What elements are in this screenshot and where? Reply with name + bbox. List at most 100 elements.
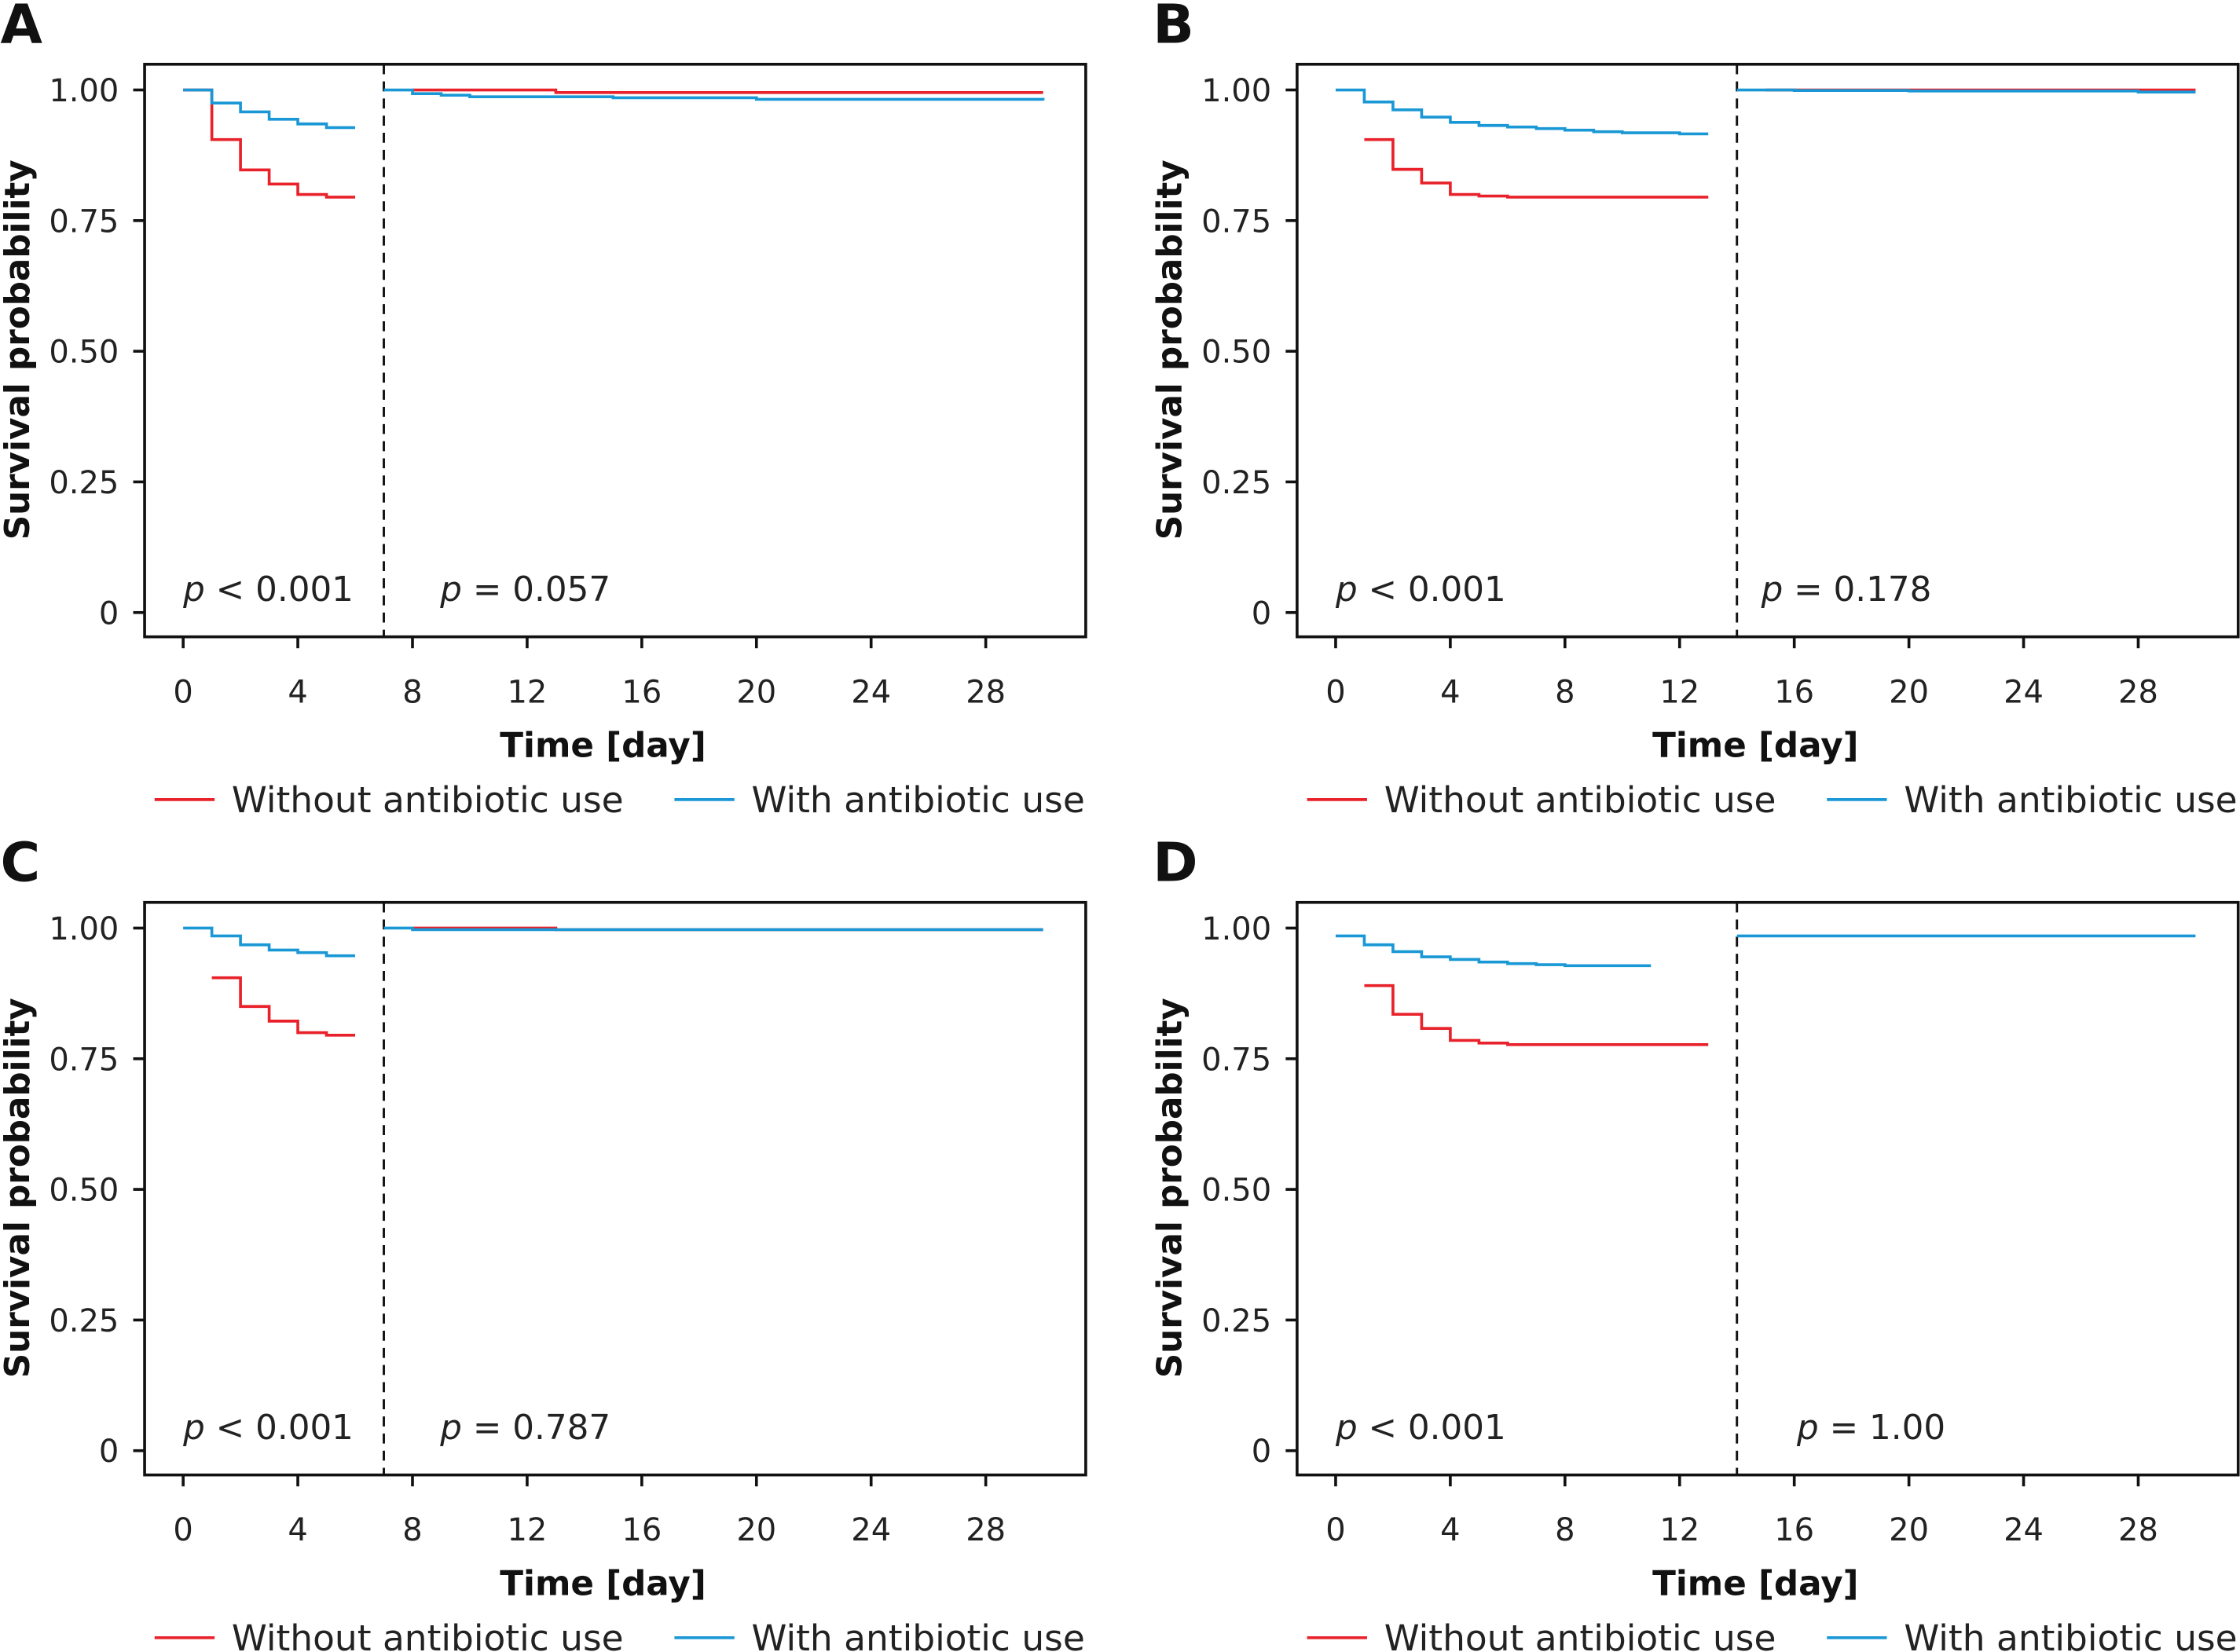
x-tick-label: 0 [1325,1512,1345,1548]
plot-frame [1296,62,2240,639]
panel-c: C 0 0.25 0.50 0.75 1.00 0 4 8 12 16 20 24 28 Time [day… [0,831,1087,1652]
y-tick-label: 0.25 [49,465,119,501]
without-antibiotic-curve-segment-1 [1364,137,1709,199]
with-antibiotic-curve-segment-2 [1736,88,2196,93]
y-tick-label: 1.00 [1201,911,1271,947]
y-tick-label: 0 [99,1434,119,1470]
y-tick-label: 0.50 [1201,1173,1271,1209]
x-tick-label: 12 [507,674,547,710]
x-tick-label: 12 [507,1512,547,1548]
y-tick-label: 0 [99,595,119,632]
legend-label-without: Without antibiotic use [1384,1617,1776,1652]
panel-a: A 0 0.25 0.50 0.75 1.00 0 4 8 12 16 20 24 28 Time [day… [0,0,1087,821]
p-value-label: p < 0.001 [1335,1408,1506,1448]
p-symbol: p [1335,1408,1358,1448]
p-value-label: p = 1.00 [1796,1408,1945,1448]
x-tick-label: 0 [173,674,192,710]
x-tick-label: 16 [1774,674,1814,710]
p-symbol: p [182,570,205,610]
p-value-text: = 0.178 [1783,570,1931,610]
y-tick-label: 0.75 [49,1042,119,1078]
plot-frame [1296,900,2240,1477]
x-tick-label: 0 [1325,674,1345,710]
p-value-text: = 0.787 [462,1408,610,1448]
p-value-label: p < 0.001 [182,1408,354,1448]
without-antibiotic-curve-segment-1 [211,976,356,1037]
y-tick-label: 0.25 [1201,465,1271,501]
legend-label-with: With antibiotic use [752,1617,1085,1652]
with-antibiotic-curve-segment-1 [1335,934,1652,968]
legend-label-without: Without antibiotic use [232,1617,624,1652]
y-axis-label: Survival probability [1151,998,1190,1378]
x-tick-label: 20 [1889,1512,1929,1548]
y-tick-label: 0.25 [1201,1303,1271,1339]
x-tick-label: 8 [402,1512,422,1548]
x-tick-label: 28 [966,674,1006,710]
x-tick-label: 0 [173,1512,192,1548]
x-tick-label: 20 [736,674,776,710]
y-tick-label: 0.75 [49,203,119,240]
x-tick-label: 4 [288,1512,307,1548]
y-tick-label: 0.75 [1201,1042,1271,1078]
y-tick-label: 0.50 [1201,335,1271,371]
with-antibiotic-curve-segment-1 [1335,88,1709,136]
y-tick-label: 1.00 [49,73,119,109]
with-antibiotic-curve-segment-1 [183,926,356,958]
panel-letter: A [0,0,42,57]
y-tick-label: 0.75 [1201,203,1271,240]
x-tick-label: 24 [2004,674,2044,710]
without-antibiotic-curve-segment-2 [412,88,1043,94]
x-tick-label: 28 [2118,1512,2158,1548]
x-tick-label: 28 [966,1512,1006,1548]
x-tick-label: 16 [621,1512,662,1548]
with-antibiotic-curve-segment-2 [383,926,1043,932]
p-value-text: < 0.001 [205,570,354,610]
p-value-text: = 1.00 [1819,1408,1945,1448]
panel-letter: C [0,831,40,894]
y-tick-label: 0 [1252,595,1271,632]
x-axis-label: Time [day] [500,726,706,765]
panel-letter: D [1153,831,1197,894]
x-axis-label: Time [day] [1652,726,1859,765]
x-tick-label: 8 [1555,1512,1575,1548]
plot-frame [143,62,1087,639]
x-tick-label: 24 [851,1512,891,1548]
y-tick-label: 1.00 [1201,73,1271,109]
p-value-label: p < 0.001 [182,570,354,610]
with-antibiotic-curve-segment-1 [183,88,356,130]
legend-label-without: Without antibiotic use [232,779,624,821]
y-axis-label: Survival probability [0,998,38,1378]
p-value-text: < 0.001 [205,1408,354,1448]
p-value-label: p = 0.057 [439,570,610,610]
p-value-label: p < 0.001 [1335,570,1506,610]
x-tick-label: 4 [1440,674,1460,710]
y-axis-label: Survival probability [0,159,38,540]
p-symbol: p [182,1408,205,1448]
p-symbol: p [439,570,462,610]
x-axis-label: Time [day] [500,1564,706,1603]
x-tick-label: 20 [1889,674,1929,710]
x-tick-label: 4 [288,674,307,710]
x-tick-label: 20 [736,1512,776,1548]
panel-d: D 0 0.25 0.50 0.75 1.00 0 4 8 12 16 20 24 28 Time [day… [1151,831,2240,1652]
y-axis-label: Survival probability [1151,159,1190,540]
y-tick-label: 1.00 [49,911,119,947]
x-tick-label: 24 [851,674,891,710]
panel-b: B 0 0.25 0.50 0.75 1.00 0 4 8 12 16 20 24 28 Time [day… [1151,0,2240,821]
y-tick-label: 0.50 [49,335,119,371]
x-tick-label: 24 [2004,1512,2044,1548]
p-value-label: p = 0.178 [1761,570,1932,610]
x-tick-label: 8 [1555,674,1575,710]
p-symbol: p [1761,570,1784,610]
p-value-text: < 0.001 [1358,1408,1506,1448]
legend-label-without: Without antibiotic use [1384,779,1776,821]
p-symbol: p [1335,570,1358,610]
legend-label-with: With antibiotic use [1904,779,2237,821]
y-tick-label: 0.50 [49,1173,119,1209]
x-tick-label: 12 [1659,1512,1699,1548]
p-symbol: p [439,1408,462,1448]
x-axis-label: Time [day] [1652,1564,1859,1603]
panel-letter: B [1153,0,1194,57]
x-tick-label: 8 [402,674,422,710]
